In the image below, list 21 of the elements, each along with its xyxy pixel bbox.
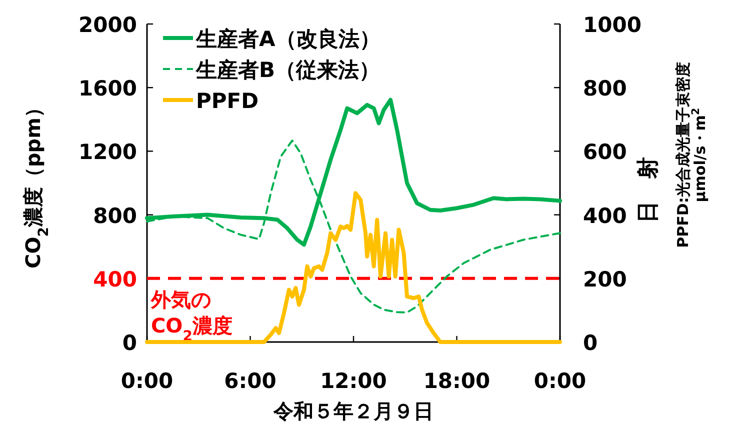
y2-tick-label: 600 xyxy=(583,140,627,164)
x-tick-label: 0:00 xyxy=(120,369,174,393)
y-tick-label: 400 xyxy=(93,267,137,292)
y-tick-label: 1200 xyxy=(78,140,137,164)
y2-tick-label: 400 xyxy=(583,204,627,228)
y2-tick-label: 0 xyxy=(583,331,598,355)
x-tick-label: 12:00 xyxy=(320,369,387,393)
legend-label: PPFD xyxy=(196,89,259,113)
y-tick-label: 2000 xyxy=(78,13,137,37)
legend-label: 生産者B（従来法） xyxy=(195,58,380,82)
x-tick-label: 6:00 xyxy=(224,369,276,393)
y2-tick-label: 800 xyxy=(583,76,627,101)
x-tick-label: 18:00 xyxy=(423,369,490,393)
y2-tick-label: 200 xyxy=(583,267,627,292)
x-axis-title: 令和５年２月９日 xyxy=(272,399,434,423)
y-tick-label: 0 xyxy=(122,331,137,355)
y-tick-label: 800 xyxy=(93,204,137,228)
x-tick-label: 0:00 xyxy=(534,369,586,393)
legend-label: 生産者A（改良法） xyxy=(195,27,380,51)
y2-tick-label: 1000 xyxy=(583,13,642,37)
y-tick-label: 1600 xyxy=(78,76,137,101)
